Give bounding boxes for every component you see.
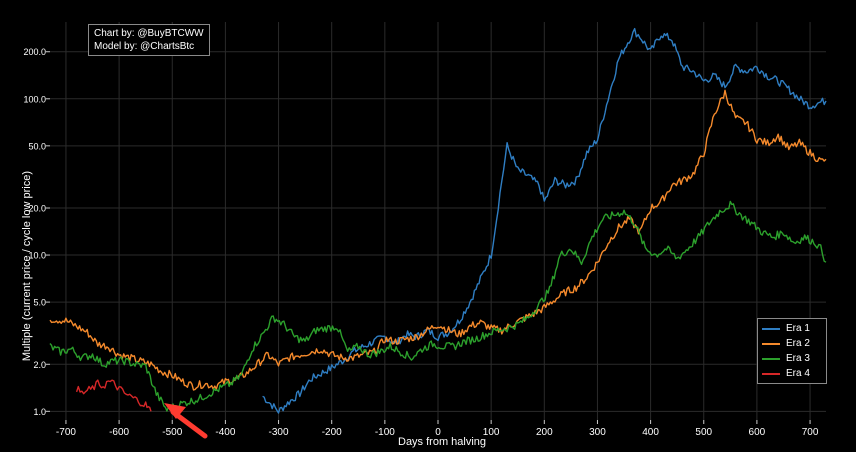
x-tick-label: -500 <box>162 427 182 438</box>
y-tick-label: 100.0 <box>23 94 46 104</box>
credit-box: Chart by: @BuyBTCWW Model by: @ChartsBtc <box>88 24 210 56</box>
legend-label: Era 4 <box>786 368 810 379</box>
x-axis: -700 -600 -500 -400 -300 -200 -100 0 100 200 300 40… <box>56 420 819 438</box>
legend-swatch <box>762 357 780 360</box>
x-tick-label: 200 <box>536 427 553 438</box>
x-tick-label: -100 <box>375 427 395 438</box>
x-tick-label: 100 <box>483 427 500 438</box>
y-tick-label: 200.0 <box>23 47 46 57</box>
y-tick-label: 5.0 <box>33 298 46 308</box>
legend-swatch <box>762 342 780 345</box>
legend: Era 1 Era 2 Era 3 Era 4 <box>757 318 827 384</box>
x-tick-label: 600 <box>749 427 766 438</box>
series-line-era-4 <box>75 379 152 412</box>
legend-label: Era 3 <box>786 353 810 364</box>
legend-swatch <box>762 327 780 330</box>
grid <box>50 22 826 420</box>
x-tick-label: -300 <box>269 427 289 438</box>
x-tick-label: 500 <box>695 427 712 438</box>
x-tick-label: 700 <box>802 427 819 438</box>
x-tick-label: 400 <box>642 427 659 438</box>
x-tick-label: -200 <box>322 427 342 438</box>
y-axis: 1.0 2.0 5.0 10.0 20.0 50.0 100.0 200.0 <box>23 47 50 417</box>
legend-label: Era 1 <box>786 323 810 334</box>
y-tick-label: 20.0 <box>28 204 46 214</box>
y-tick-label: 50.0 <box>28 141 46 151</box>
legend-item-era-3: Era 3 <box>762 351 822 366</box>
series-line-era-2 <box>49 89 827 391</box>
series-line-era-1 <box>262 27 827 414</box>
x-tick-label: -400 <box>215 427 235 438</box>
x-tick-label: -600 <box>109 427 129 438</box>
x-axis-title: Days from halving <box>398 436 487 448</box>
credit-line: Model by: @ChartsBtc <box>94 41 195 52</box>
x-tick-label: -700 <box>56 427 76 438</box>
x-tick-label: 300 <box>589 427 606 438</box>
annotation-arrow <box>164 403 208 439</box>
legend-label: Era 2 <box>786 338 810 349</box>
legend-item-era-4: Era 4 <box>762 366 822 381</box>
credit-line: Chart by: @BuyBTCWW <box>94 28 204 39</box>
y-tick-label: 10.0 <box>28 251 46 261</box>
x-tick-label: 0 <box>435 427 441 438</box>
legend-item-era-2: Era 2 <box>762 336 822 351</box>
y-axis-title: Multiple (current price / cycle low pric… <box>21 171 33 362</box>
legend-item-era-1: Era 1 <box>762 321 822 336</box>
legend-swatch <box>762 372 780 375</box>
y-tick-label: 2.0 <box>33 360 46 370</box>
y-tick-label: 1.0 <box>33 407 46 417</box>
